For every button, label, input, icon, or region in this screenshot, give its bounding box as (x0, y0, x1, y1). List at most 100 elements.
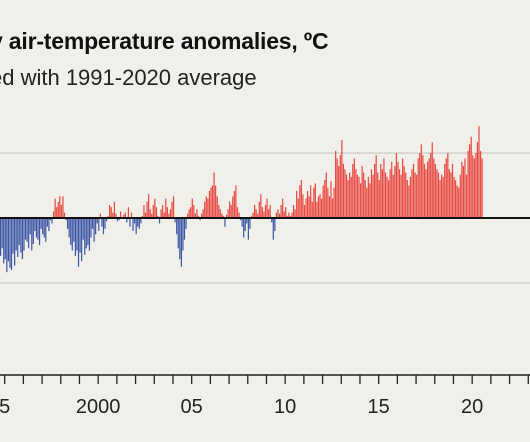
x-tick-label: 15 (368, 396, 390, 418)
data-bar (366, 187, 368, 218)
data-bar (238, 212, 240, 218)
data-bar (124, 212, 126, 218)
data-bar (420, 144, 422, 218)
data-bar (310, 185, 312, 218)
data-bar (258, 201, 260, 218)
data-bar (151, 213, 153, 218)
data-bar (244, 218, 246, 231)
data-bar (57, 201, 59, 218)
data-bar (375, 155, 377, 218)
data-bar (451, 163, 454, 218)
data-bar (32, 218, 34, 244)
data-bar (162, 205, 164, 218)
data-bar (77, 218, 80, 267)
data-bar (188, 209, 190, 218)
data-bar (43, 218, 45, 238)
data-bar (56, 207, 58, 218)
data-bar (394, 166, 396, 218)
data-bar (130, 212, 133, 218)
data-bar (65, 218, 67, 221)
data-bar (408, 185, 410, 218)
data-bar (134, 218, 136, 224)
data-bar (40, 218, 42, 229)
data-bar (392, 174, 394, 218)
data-bar (60, 205, 62, 218)
data-bar (141, 215, 144, 218)
data-bar (127, 207, 129, 218)
data-bar (303, 205, 306, 218)
data-bar (386, 176, 388, 218)
data-bar (282, 198, 284, 218)
data-bar (46, 218, 48, 227)
data-bar (328, 196, 331, 218)
x-tick-label: 05 (181, 396, 203, 418)
data-bar (227, 209, 229, 218)
data-bar (296, 190, 298, 218)
data-bar (444, 163, 446, 218)
data-bar (417, 158, 419, 218)
data-bar (37, 218, 39, 240)
x-tick-label: 5 (0, 396, 10, 418)
data-bar (285, 207, 287, 218)
data-bar (456, 185, 458, 218)
data-bar (34, 218, 36, 231)
data-bar (235, 185, 237, 218)
data-bar (168, 213, 170, 218)
data-bar (473, 158, 475, 218)
data-bar (263, 211, 265, 218)
data-bar (321, 198, 323, 218)
data-bar (398, 169, 401, 218)
data-bar (325, 172, 327, 218)
data-bar (364, 180, 366, 218)
data-bar (294, 209, 296, 218)
data-bar (118, 218, 120, 221)
data-bar (278, 213, 281, 218)
data-bar (137, 218, 139, 227)
data-bar (459, 174, 461, 218)
data-bar (7, 218, 9, 262)
data-bar (201, 213, 203, 218)
data-bar (425, 169, 427, 218)
chart-subtitle: ed with 1991-2020 average (0, 65, 257, 90)
data-bar (219, 209, 221, 218)
data-bar (314, 183, 316, 218)
data-bar (129, 218, 131, 227)
data-bar (1, 218, 3, 249)
data-bar (196, 209, 198, 218)
data-bar (208, 190, 211, 218)
data-bar (406, 180, 408, 218)
data-bar (186, 213, 189, 218)
data-bar (241, 218, 243, 227)
data-bar (45, 218, 47, 242)
data-bar (113, 201, 115, 218)
data-bar (222, 215, 225, 218)
data-bar (169, 209, 172, 218)
data-bar (26, 218, 28, 242)
data-bar (322, 185, 324, 218)
data-bar (350, 176, 352, 218)
data-bar (87, 218, 89, 246)
data-bar (384, 172, 387, 218)
data-bar (126, 218, 128, 223)
data-bar (109, 205, 111, 218)
data-bar (478, 125, 480, 218)
data-bar (345, 174, 348, 218)
data-bar (339, 155, 341, 218)
data-bar (414, 172, 416, 218)
data-bar (29, 218, 31, 235)
data-bar (246, 218, 248, 224)
data-bar (171, 201, 173, 218)
data-bar (272, 218, 274, 240)
data-bar (257, 213, 259, 218)
data-bar (292, 205, 295, 218)
data-bar (225, 214, 228, 218)
data-bar (193, 205, 195, 218)
data-bar (54, 198, 56, 218)
data-bar (174, 218, 176, 223)
data-bar (191, 198, 193, 218)
data-bar (243, 218, 245, 238)
data-bar (388, 180, 390, 218)
data-bar (274, 218, 276, 231)
data-bar (271, 218, 273, 223)
